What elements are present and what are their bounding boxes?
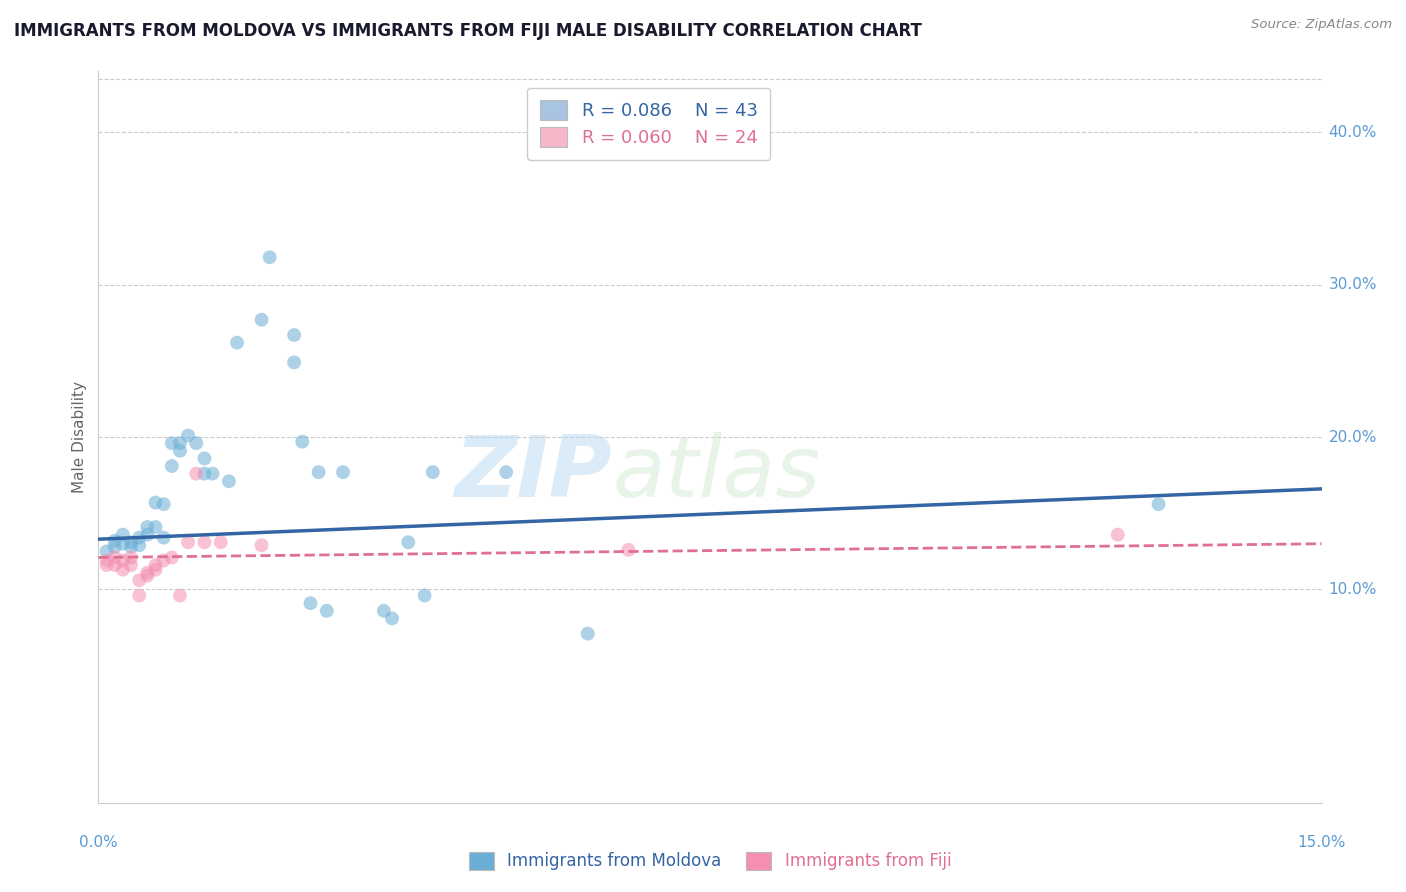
Text: 10.0%: 10.0% (1329, 582, 1376, 597)
Point (617, 542, 640, 557)
Point (169, 443, 191, 458)
Point (495, 465, 517, 479)
Point (177, 428, 200, 442)
Point (104, 540, 127, 554)
Text: 30.0%: 30.0% (1329, 277, 1376, 293)
Point (186, 467, 208, 481)
Point (396, 535, 419, 549)
Point (104, 558, 127, 573)
Point (120, 558, 142, 573)
Text: Source: ZipAtlas.com: Source: ZipAtlas.com (1251, 18, 1392, 31)
Text: ZIP: ZIP (454, 432, 612, 516)
Point (413, 589, 436, 603)
Point (422, 465, 444, 479)
Point (186, 436, 208, 450)
Point (128, 574, 150, 588)
Point (283, 355, 305, 369)
Text: 20.0%: 20.0% (1329, 430, 1376, 444)
Point (136, 520, 159, 534)
Point (128, 538, 150, 552)
Point (1147, 497, 1170, 511)
Point (160, 550, 183, 565)
Text: 0.0%: 0.0% (79, 836, 118, 850)
Point (145, 563, 167, 577)
Point (250, 312, 273, 326)
Point (169, 436, 191, 450)
Point (315, 604, 337, 618)
Point (201, 467, 224, 481)
Point (373, 604, 395, 618)
Point (332, 465, 354, 479)
Point (283, 328, 305, 343)
Y-axis label: Male Disability: Male Disability (72, 381, 87, 493)
Point (111, 527, 134, 541)
Point (111, 563, 134, 577)
Point (177, 535, 200, 549)
Point (96, 553, 118, 567)
Point (169, 589, 191, 603)
Legend: Immigrants from Moldova, Immigrants from Fiji: Immigrants from Moldova, Immigrants from… (460, 843, 960, 879)
Point (160, 458, 183, 473)
Text: 15.0%: 15.0% (1298, 836, 1346, 850)
Point (136, 527, 159, 541)
Point (259, 250, 281, 264)
Text: IMMIGRANTS FROM MOLDOVA VS IMMIGRANTS FROM FIJI MALE DISABILITY CORRELATION CHAR: IMMIGRANTS FROM MOLDOVA VS IMMIGRANTS FR… (14, 22, 922, 40)
Point (381, 611, 404, 625)
Point (193, 467, 215, 481)
Point (250, 538, 273, 552)
Point (1107, 527, 1129, 541)
Point (152, 497, 174, 511)
Point (193, 535, 215, 549)
Point (120, 550, 142, 565)
Point (104, 550, 127, 565)
Point (136, 568, 159, 582)
Point (96, 558, 118, 573)
Point (299, 596, 322, 610)
Point (128, 589, 150, 603)
Point (152, 553, 174, 567)
Point (291, 434, 314, 449)
Point (308, 465, 330, 479)
Point (145, 495, 167, 509)
Text: 40.0%: 40.0% (1329, 125, 1376, 140)
Point (111, 553, 134, 567)
Point (226, 335, 249, 350)
Point (104, 533, 127, 548)
Point (136, 566, 159, 580)
Point (160, 436, 183, 450)
Point (120, 540, 142, 554)
Text: atlas: atlas (612, 432, 820, 516)
Point (96, 544, 118, 558)
Point (145, 558, 167, 573)
Point (152, 531, 174, 545)
Point (145, 520, 167, 534)
Point (120, 535, 142, 549)
Point (576, 626, 599, 640)
Point (218, 475, 240, 489)
Point (193, 451, 215, 466)
Point (209, 535, 232, 549)
Point (111, 537, 134, 551)
Point (128, 531, 150, 545)
